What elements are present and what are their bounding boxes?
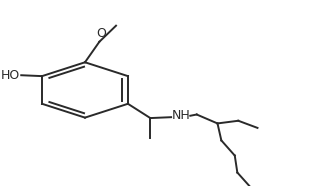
Text: HO: HO [0,69,20,82]
Text: O: O [97,27,107,40]
Text: NH: NH [172,109,191,122]
